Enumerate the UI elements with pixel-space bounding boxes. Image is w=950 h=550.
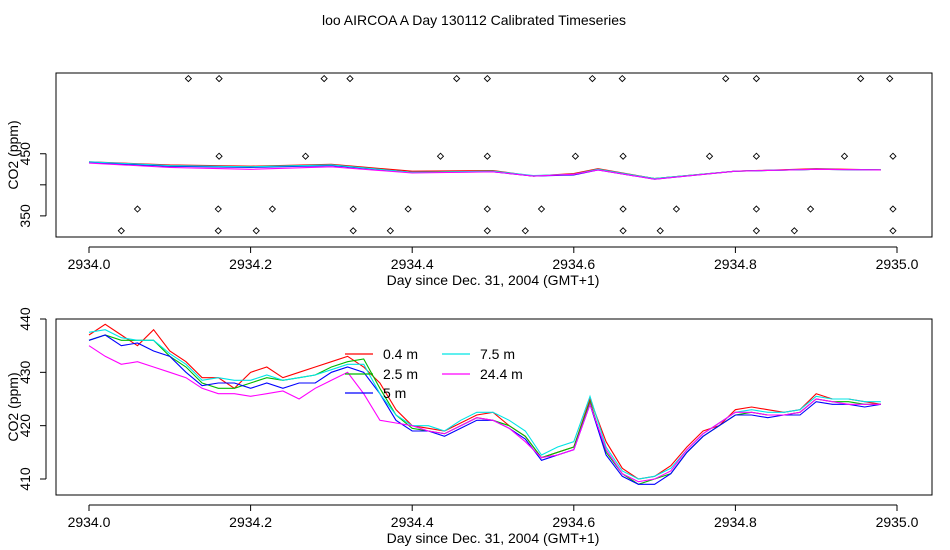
data-point	[705, 152, 714, 160]
x-tick-label: 2934.4	[391, 514, 434, 530]
data-point	[672, 205, 681, 213]
y-tick-label: 440	[17, 307, 33, 331]
data-point	[436, 152, 445, 160]
data-point	[618, 74, 626, 83]
data-point	[214, 227, 222, 235]
data-point	[349, 205, 357, 213]
y-axis-label: CO2 (ppm)	[5, 372, 21, 441]
data-point	[268, 205, 277, 213]
legend-label: 5 m	[383, 385, 406, 401]
x-tick-label: 2934.6	[552, 256, 595, 272]
data-point	[349, 227, 357, 235]
data-point	[386, 227, 395, 235]
data-point	[840, 152, 849, 160]
x-axis-label: Day since Dec. 31, 2004 (GMT+1)	[387, 272, 600, 288]
data-point	[404, 205, 412, 213]
x-tick-label: 2935.0	[876, 256, 919, 272]
data-point	[806, 205, 815, 213]
data-point	[483, 152, 491, 160]
data-point	[346, 74, 354, 83]
data-point	[889, 205, 897, 213]
x-tick-label: 2934.0	[68, 514, 111, 530]
y-tick-label: 450	[17, 142, 33, 166]
series-line-4	[88, 162, 881, 180]
data-point	[521, 227, 529, 235]
legend-label: 24.4 m	[480, 366, 523, 382]
data-point	[483, 74, 491, 83]
x-tick-label: 2934.6	[552, 514, 595, 530]
data-point	[215, 152, 223, 160]
x-tick-label: 2934.8	[714, 256, 757, 272]
data-point	[483, 227, 491, 235]
data-point	[537, 205, 546, 213]
y-tick-label: 410	[17, 467, 33, 491]
data-point	[722, 74, 730, 83]
data-point	[117, 227, 125, 235]
data-point	[619, 152, 627, 160]
legend-label: 2.5 m	[383, 366, 418, 382]
data-point	[133, 205, 142, 213]
data-point	[483, 205, 491, 213]
plot-frame	[55, 72, 933, 238]
data-point	[790, 227, 799, 235]
data-point	[886, 74, 894, 83]
data-point	[619, 205, 627, 213]
x-tick-label: 2934.8	[714, 514, 757, 530]
data-point	[752, 74, 761, 83]
data-point	[214, 205, 222, 213]
x-tick-label: 2934.2	[229, 256, 272, 272]
y-tick-label: 430	[17, 360, 33, 384]
data-point	[453, 74, 461, 83]
series-line-24-4-m	[88, 345, 881, 483]
data-point	[301, 152, 310, 160]
data-point	[184, 74, 193, 83]
x-tick-label: 2934.2	[229, 514, 272, 530]
x-tick-label: 2934.4	[391, 256, 434, 272]
x-tick-label: 2935.0	[876, 514, 919, 530]
plot-frame	[55, 318, 933, 496]
bottom-panel: 2934.0 2934.2 2934.4 2934.6 2934.8 2935.0 Day …	[5, 307, 933, 546]
data-point	[571, 152, 580, 160]
series-line-0-4-m	[88, 323, 881, 480]
series-line-7-5-m	[88, 329, 881, 480]
data-point	[752, 205, 761, 213]
data-point	[252, 227, 260, 235]
data-point	[588, 74, 597, 83]
data-point	[619, 227, 627, 235]
data-point	[752, 152, 761, 160]
x-tick-label: 2934.0	[68, 256, 111, 272]
data-point	[320, 74, 328, 83]
series-line-5-m	[88, 334, 881, 485]
y-tick-label: 350	[17, 204, 33, 228]
data-point	[889, 227, 897, 235]
data-point	[215, 74, 223, 83]
chart-title: loo AIRCOA A Day 130112 Calibrated Times…	[322, 12, 626, 28]
data-point	[752, 227, 761, 235]
top-panel: 2934.0 2934.2 2934.4 2934.6 2934.8 2935.0 Day …	[5, 72, 933, 288]
data-point	[857, 74, 865, 83]
x-axis-label: Day since Dec. 31, 2004 (GMT+1)	[387, 530, 600, 546]
legend-label: 7.5 m	[480, 346, 515, 362]
y-axis-label: CO2 (ppm)	[5, 120, 21, 189]
data-point	[656, 227, 664, 235]
legend-label: 0.4 m	[383, 346, 418, 362]
y-tick-label: 420	[17, 414, 33, 438]
data-point	[889, 152, 897, 160]
